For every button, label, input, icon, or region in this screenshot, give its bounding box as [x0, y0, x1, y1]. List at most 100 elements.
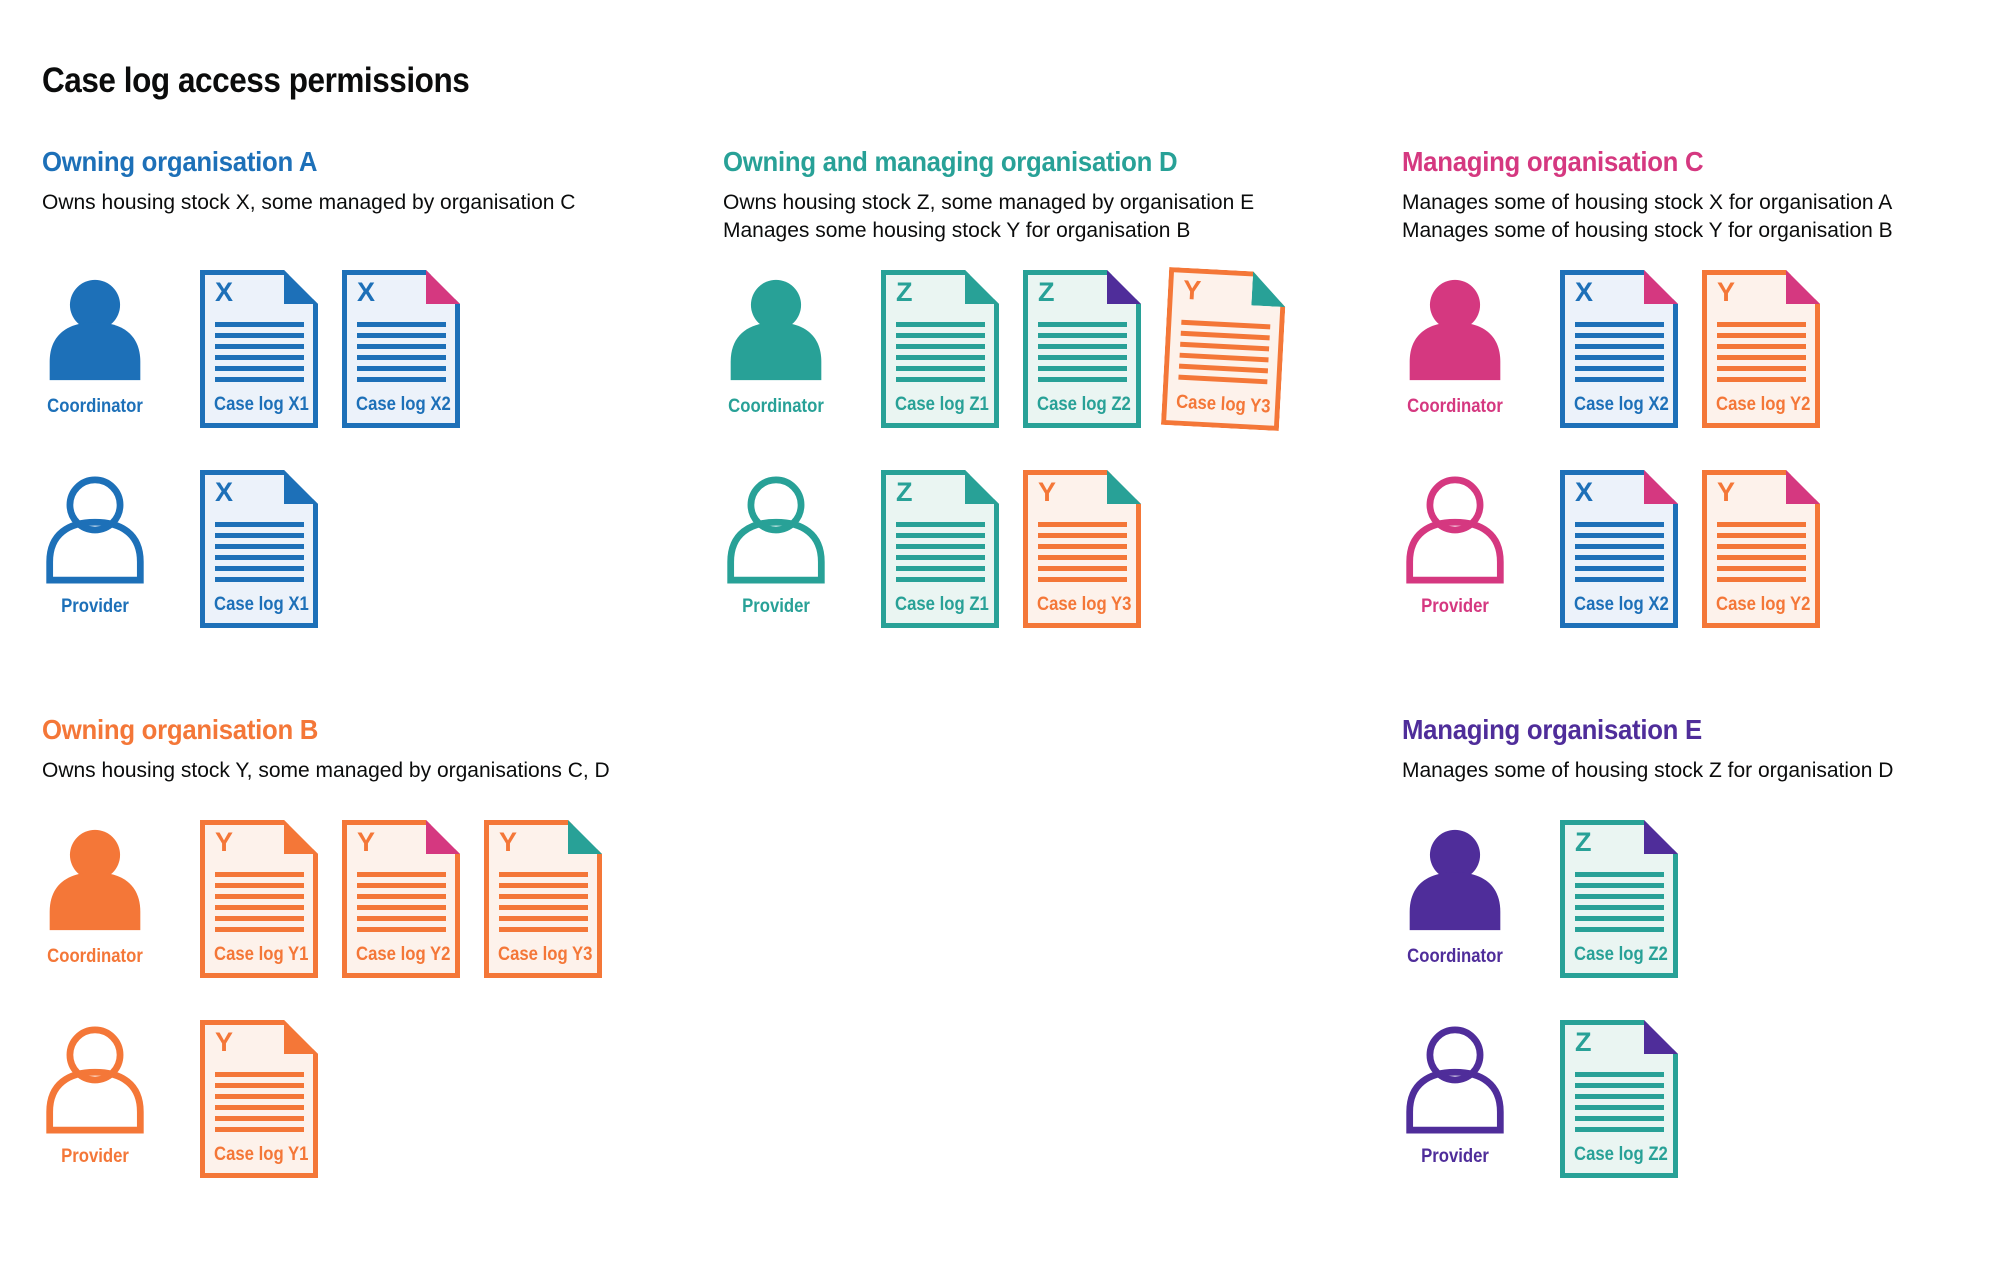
person-provider-icon: [46, 476, 144, 584]
doc-folded-corner-icon: [1644, 1020, 1678, 1054]
case-log-doc: Z Case log Z2: [1560, 1020, 1678, 1178]
doc-folded-corner-icon: [1251, 271, 1287, 307]
doc-text-line: [896, 344, 985, 349]
doc-stock-letter: Z: [896, 277, 913, 307]
doc-text-lines: [215, 872, 304, 938]
doc-folded-corner-icon: [284, 1020, 318, 1054]
doc-text-line: [1575, 366, 1664, 371]
doc-text-line: [357, 905, 446, 910]
doc-label: Case log Y2: [1716, 594, 1811, 615]
case-log-doc: X Case log X1: [200, 470, 318, 628]
doc-folded-corner-icon: [284, 270, 318, 304]
case-log-doc: Y Case log Y1: [200, 1020, 318, 1178]
doc-text-line: [1038, 355, 1127, 360]
doc-label: Case log Y1: [214, 1144, 309, 1165]
doc-text-line: [215, 1094, 304, 1099]
case-log-doc: Y Case log Y1: [200, 820, 318, 978]
doc-folded-corner-icon: [1786, 470, 1820, 504]
doc-stock-letter: Y: [1038, 477, 1057, 507]
doc-text-line: [1575, 905, 1664, 910]
role-label: Provider: [61, 596, 129, 617]
case-log-doc: Z Case log Z1: [881, 470, 999, 628]
case-log-doc: Y Case log Y2: [1702, 270, 1820, 428]
doc-folded-corner-icon: [426, 270, 460, 304]
doc-stock-letter: X: [1575, 277, 1594, 307]
case-log-doc: Y Case log Y3: [1023, 470, 1141, 628]
doc-text-line: [1038, 544, 1127, 549]
doc-label: Case log X2: [1574, 594, 1669, 615]
doc-text-line: [1038, 533, 1127, 538]
doc-stock-letter: X: [215, 477, 234, 507]
doc-text-line: [1038, 344, 1127, 349]
doc-label: Case log Z1: [895, 394, 989, 415]
doc-stock-letter: X: [215, 277, 234, 307]
doc-label: Case log X2: [1574, 394, 1669, 415]
person-coordinator-icon: [1409, 279, 1501, 381]
section-title: Managing organisation C: [1402, 146, 1704, 177]
doc-stock-letter: Z: [1575, 827, 1592, 857]
doc-text-line: [1717, 366, 1806, 371]
doc-text-line: [1575, 377, 1664, 382]
doc-text-line: [215, 544, 304, 549]
doc-text-line: [896, 322, 985, 327]
doc-text-lines: [1575, 522, 1664, 588]
role-label: Coordinator: [47, 396, 143, 417]
doc-text-line: [1575, 927, 1664, 932]
section-title: Owning organisation B: [42, 714, 319, 745]
person-provider-icon: [1406, 476, 1504, 584]
doc-stock-letter: Y: [215, 1027, 234, 1057]
case-log-doc: Y Case log Y2: [342, 820, 460, 978]
doc-folded-corner-icon: [1644, 470, 1678, 504]
doc-stock-letter: Y: [215, 827, 234, 857]
doc-text-lines: [1178, 319, 1271, 391]
doc-stock-letter: Z: [1575, 1027, 1592, 1057]
section-description: Manages some of housing stock Z for orga…: [1402, 757, 1893, 785]
doc-text-line: [1575, 555, 1664, 560]
section-title: Owning organisation A: [42, 146, 318, 177]
doc-text-line: [1575, 1105, 1664, 1110]
doc-text-line: [1038, 522, 1127, 527]
section-description-line: Manages some of housing stock X for orga…: [1402, 191, 1893, 214]
doc-folded-corner-icon: [965, 470, 999, 504]
person-provider: Provider: [1402, 1020, 1508, 1178]
case-log-doc: Y Case log Y3: [1161, 267, 1287, 431]
doc-text-lines: [1717, 322, 1806, 388]
doc-text-line: [1575, 1094, 1664, 1099]
section-title: Owning and managing organisation D: [723, 146, 1178, 177]
role-label: Coordinator: [47, 946, 143, 967]
doc-text-line: [1575, 1127, 1664, 1132]
doc-text-line: [1575, 355, 1664, 360]
doc-text-line: [357, 355, 446, 360]
doc-text-line: [1038, 333, 1127, 338]
person-coordinator: Coordinator: [1402, 270, 1508, 428]
doc-text-line: [1038, 566, 1127, 571]
doc-text-line: [1717, 566, 1806, 571]
role-label: Coordinator: [1407, 946, 1503, 967]
doc-stock-letter: Y: [499, 827, 518, 857]
doc-label: Case log X1: [214, 594, 309, 615]
doc-text-line: [1180, 341, 1270, 352]
person-provider-icon: [727, 476, 825, 584]
section-description-line: Manages some housing stock Y for organis…: [723, 219, 1191, 242]
case-log-doc: Y Case log Y2: [1702, 470, 1820, 628]
case-log-doc: Z Case log Z1: [881, 270, 999, 428]
doc-text-line: [1717, 333, 1806, 338]
doc-text-line: [357, 377, 446, 382]
doc-stock-letter: Z: [1038, 277, 1055, 307]
doc-text-line: [499, 927, 588, 932]
role-label: Provider: [1421, 1146, 1489, 1167]
section-description-line: Owns housing stock Z, some managed by or…: [723, 191, 1255, 214]
doc-stock-letter: Z: [896, 477, 913, 507]
doc-text-line: [1575, 322, 1664, 327]
doc-text-lines: [215, 522, 304, 588]
doc-text-line: [896, 555, 985, 560]
doc-text-line: [1717, 577, 1806, 582]
doc-text-lines: [1717, 522, 1806, 588]
doc-label: Case log X2: [356, 394, 451, 415]
doc-text-line: [357, 916, 446, 921]
doc-text-lines: [1575, 322, 1664, 388]
doc-text-line: [896, 333, 985, 338]
person-coordinator: Coordinator: [42, 820, 148, 978]
doc-text-line: [215, 916, 304, 921]
doc-text-line: [357, 872, 446, 877]
